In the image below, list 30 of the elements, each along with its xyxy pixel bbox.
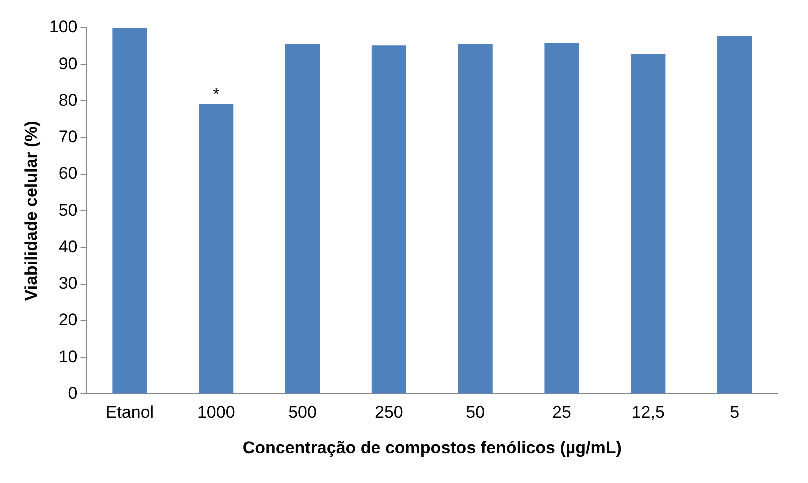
y-tick-label: 40	[58, 237, 78, 256]
x-tick-label: 1000	[197, 403, 236, 422]
y-tick-label: 60	[58, 164, 78, 184]
bar	[285, 44, 320, 394]
x-tick-label: Etanol	[106, 403, 154, 422]
y-tick-label: 10	[58, 347, 78, 366]
y-tick-label: 70	[58, 128, 78, 147]
bar	[631, 54, 666, 394]
x-tick-label: 500	[288, 403, 317, 422]
x-tick-label: 50	[466, 403, 486, 422]
bar	[112, 28, 148, 394]
bar	[199, 104, 234, 394]
y-tick-label: 30	[58, 274, 78, 294]
annotation: *	[213, 86, 220, 104]
y-tick-label: 50	[58, 200, 78, 220]
y-axis-title: Viabilidade celular (%)	[22, 121, 41, 302]
y-tick-label: 80	[58, 90, 78, 110]
y-tick-label: 100	[49, 18, 78, 37]
bar	[544, 43, 580, 394]
x-tick-label: 12,5	[632, 403, 665, 422]
x-tick-label: 250	[374, 403, 404, 422]
y-tick-label: 0	[68, 384, 78, 403]
x-tick-label: 5	[730, 403, 740, 422]
y-tick-label: 20	[58, 310, 78, 330]
y-tick-label: 90	[58, 54, 78, 74]
bar	[458, 44, 493, 394]
x-tick-label: 25	[552, 403, 572, 422]
bar	[718, 36, 752, 394]
x-axis-title: Concentração de compostos fenólicos (µg/mL)	[242, 438, 622, 458]
bar	[372, 46, 406, 394]
